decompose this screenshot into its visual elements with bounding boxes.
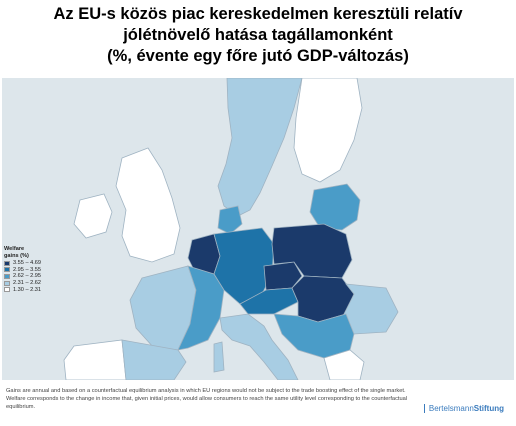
- map-svg: [63, 78, 399, 380]
- map-title: Az EU-s közös piac kereskedelmen kereszt…: [0, 4, 516, 67]
- legend-swatch-3: [4, 280, 10, 286]
- legend-swatch-4: [4, 287, 10, 293]
- footer-note: Gains are annual and based on a counterf…: [6, 388, 408, 410]
- region-baltics: [309, 183, 361, 231]
- region-united-kingdom: [115, 147, 181, 263]
- legend-item-2: 2.62 – 2.95: [4, 273, 41, 280]
- legend-title: Welfare gains (%): [4, 246, 41, 259]
- map-legend: Welfare gains (%) 3.55 – 4.69 2.95 – 3.5…: [4, 246, 41, 293]
- title-line-3: (%, évente egy főre jutó GDP-változás): [107, 47, 409, 65]
- legend-label-0: 3.55 – 4.69: [13, 260, 41, 267]
- legend-item-1: 2.95 – 3.55: [4, 267, 41, 274]
- region-romania: [341, 283, 399, 335]
- legend-item-0: 3.55 – 4.69: [4, 260, 41, 267]
- legend-title-line-1: Welfare: [4, 246, 25, 252]
- legend-title-line-2: gains (%): [4, 252, 29, 259]
- region-finland: [293, 78, 363, 183]
- title-line-1: Az EU-s közös piac kereskedelmen kereszt…: [53, 5, 463, 23]
- region-iberia-east: [121, 339, 187, 380]
- region-greece: [323, 349, 365, 380]
- europe-choropleth-map: [2, 78, 514, 380]
- legend-label-3: 2.31 – 2.62: [13, 280, 41, 287]
- legend-label-4: 1.30 – 2.31: [13, 286, 41, 293]
- legend-swatch-2: [4, 273, 10, 279]
- legend-swatch-1: [4, 267, 10, 273]
- region-denmark: [217, 205, 243, 235]
- legend-label-2: 2.62 – 2.95: [13, 273, 41, 280]
- legend-label-1: 2.95 – 3.55: [13, 266, 41, 273]
- legend-swatch-0: [4, 260, 10, 266]
- brand-part-1: Bertelsmann: [428, 404, 474, 413]
- region-balkans: [273, 313, 355, 359]
- region-sardinia: [213, 341, 225, 373]
- region-iberia-west: [63, 339, 127, 380]
- legend-item-4: 1.30 – 2.31: [4, 286, 41, 293]
- title-line-2: jólétnövelő hatása tagállamonként: [123, 26, 393, 44]
- bertelsmann-stiftung-logo: BertelsmannStiftung: [423, 404, 504, 413]
- region-scandinavia: [217, 78, 303, 217]
- region-ireland: [73, 193, 113, 239]
- region-italy: [219, 313, 299, 380]
- brand-part-2: Stiftung: [473, 404, 504, 413]
- legend-item-3: 2.31 – 2.62: [4, 280, 41, 287]
